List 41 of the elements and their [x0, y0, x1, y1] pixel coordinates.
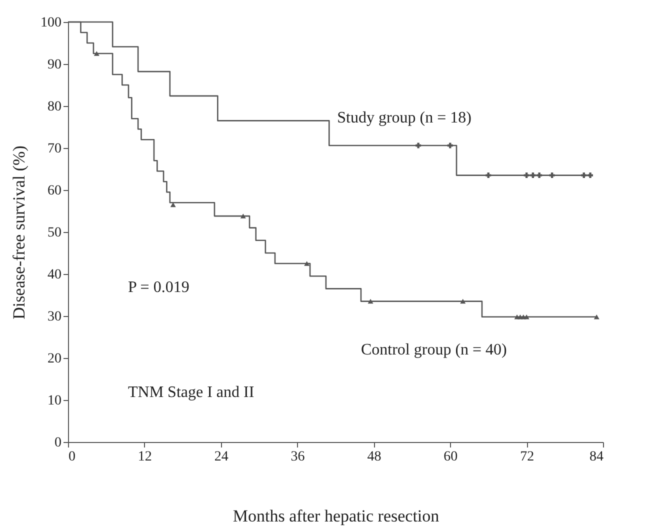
point	[240, 214, 246, 218]
point	[368, 298, 374, 304]
y-tick-label: 60	[48, 184, 62, 198]
x-tick-label: 0	[68, 450, 76, 464]
point	[460, 298, 466, 304]
y-tick-label: 40	[48, 268, 62, 282]
point	[549, 172, 555, 178]
y-tick-label: 0	[54, 436, 62, 450]
point	[536, 172, 542, 178]
y-tick-label: 10	[48, 394, 62, 408]
y-axis-title: Disease-free survival (%)	[10, 146, 28, 320]
point	[594, 314, 600, 320]
y-tick-label: 90	[48, 58, 62, 72]
y-tick-label: 30	[48, 310, 62, 324]
point	[581, 172, 587, 178]
y-tick-label: 50	[48, 226, 62, 240]
x-tick-label: 36	[290, 450, 305, 464]
point	[304, 261, 310, 266]
x-tick-label: 48	[367, 450, 382, 464]
y-tick-label: 80	[48, 100, 62, 114]
point	[447, 142, 453, 148]
point	[530, 172, 536, 178]
annotation: P = 0.019	[128, 279, 190, 296]
point	[524, 314, 530, 320]
y-tick-label: 100	[40, 16, 62, 30]
x-tick-label: 72	[520, 450, 534, 464]
series-label: Study group (n = 18)	[337, 109, 472, 126]
x-tick-label: 12	[138, 450, 152, 464]
x-tick-label: 84	[590, 450, 604, 464]
y-tick-label: 70	[48, 142, 62, 156]
x-tick-label: 24	[214, 450, 228, 464]
y-tick-label: 20	[48, 352, 62, 366]
point	[524, 172, 530, 178]
series-label: Control group (n = 40)	[360, 341, 507, 358]
x-tick-label: 60	[444, 450, 458, 464]
annotation: TNM Stage I and II	[128, 384, 254, 401]
point	[486, 172, 492, 178]
point	[416, 142, 422, 148]
point	[94, 51, 100, 56]
point	[588, 172, 593, 178]
x-axis-title: Months after hepatic resection	[232, 506, 440, 526]
